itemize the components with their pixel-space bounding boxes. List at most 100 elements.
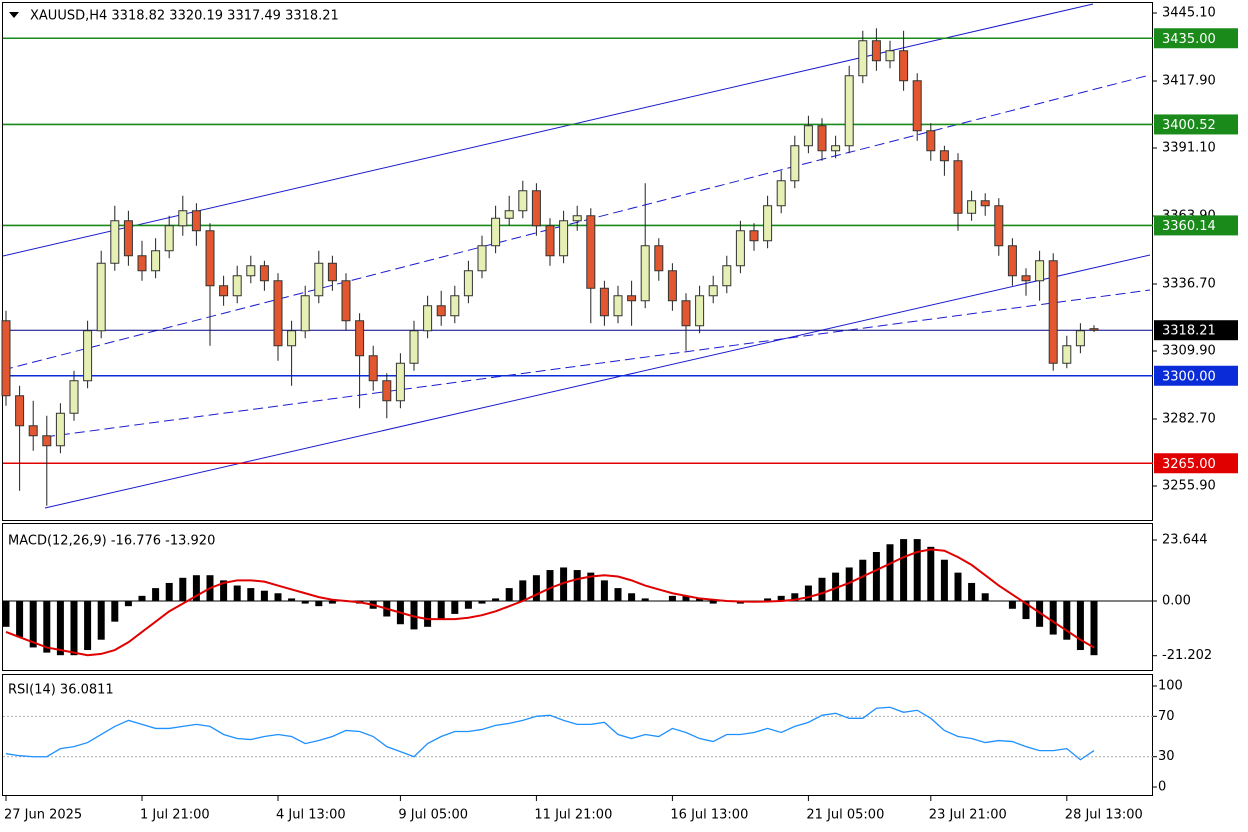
macd-bar: [1090, 601, 1098, 656]
candle-body: [695, 295, 705, 327]
macd-bar: [315, 601, 323, 607]
macd-bar: [464, 601, 472, 609]
candle-body: [436, 305, 446, 317]
candle-body: [219, 285, 229, 297]
candle-body: [232, 275, 242, 297]
candle-body: [926, 130, 936, 152]
candle-body: [722, 265, 732, 287]
macd-bar: [872, 551, 880, 602]
candle-body: [504, 210, 514, 219]
macd-bar: [1036, 601, 1044, 627]
macd-bar: [179, 577, 187, 602]
candle-body: [735, 230, 745, 267]
channel-mid-lower: [44, 289, 1151, 438]
candle-body: [382, 380, 392, 402]
x-tick-label: 21 Jul 05:00: [806, 808, 884, 823]
candle-body: [518, 190, 528, 212]
macd-bar: [43, 601, 51, 653]
y-tick-label: 100: [1158, 679, 1183, 694]
y-tick-label: 3282.70: [1162, 412, 1216, 427]
y-tick-label: 3417.90: [1162, 74, 1216, 89]
macd-bar: [492, 598, 500, 602]
macd-bar: [532, 575, 540, 602]
candle-body: [708, 285, 718, 297]
level-label: 3300.00: [1162, 369, 1216, 384]
candle-body: [586, 215, 596, 289]
candle-body: [763, 205, 773, 242]
macd-bar: [859, 559, 867, 602]
candle-body: [355, 320, 365, 357]
candle-body: [1089, 328, 1099, 331]
macd-bar: [668, 595, 676, 602]
candle-body: [42, 435, 52, 447]
macd-bar: [628, 593, 636, 602]
x-tick-label: 23 Jul 21:00: [929, 808, 1007, 823]
candle-body: [817, 125, 827, 152]
macd-bar: [573, 570, 581, 602]
candle-body: [1021, 275, 1031, 282]
macd-bar: [124, 601, 132, 607]
candle-body: [790, 145, 800, 182]
macd-bar: [519, 580, 527, 602]
candle-body: [871, 40, 881, 62]
y-tick-label: 23.644: [1162, 533, 1208, 548]
macd-bar: [84, 601, 92, 651]
macd-bar: [913, 539, 921, 602]
candle-body: [572, 215, 582, 222]
y-tick-label: 3445.10: [1162, 6, 1216, 21]
macd-bar: [16, 601, 24, 638]
macd-bar: [1022, 601, 1030, 620]
macd-bar: [451, 601, 459, 614]
macd-bar: [600, 580, 608, 602]
candle-body: [545, 225, 555, 257]
macd-bar: [2, 601, 10, 627]
macd-bar: [614, 588, 622, 602]
level-label-bg: [1154, 365, 1238, 386]
macd-bar: [886, 544, 894, 602]
candle-body: [681, 300, 691, 327]
candle-body: [531, 190, 541, 227]
candle-body: [341, 280, 351, 322]
candle-body: [123, 220, 133, 257]
candle-body: [164, 225, 174, 252]
macd-bar: [328, 601, 336, 604]
candle-body: [246, 265, 256, 277]
macd-bar: [696, 598, 704, 602]
candle-body: [599, 287, 609, 317]
candle-body: [803, 125, 813, 147]
y-tick-label: -21.202: [1162, 648, 1212, 663]
candle-body: [55, 412, 65, 447]
macd-bar: [832, 572, 840, 602]
candle-body: [994, 205, 1004, 247]
chart-title: XAUUSD,H4 3318.82 3320.19 3317.49 3318.2…: [30, 9, 339, 24]
candle-body: [151, 250, 161, 272]
candle-body: [1, 320, 11, 397]
candle-body: [749, 230, 759, 242]
macd-bar: [274, 593, 282, 602]
y-tick-label: 0: [1158, 780, 1166, 795]
candle-body: [477, 245, 487, 272]
level-label-bg: [1154, 453, 1238, 474]
macd-bar: [1063, 601, 1071, 640]
level-label: 3265.00: [1162, 457, 1216, 472]
level-label-bg: [1154, 320, 1238, 341]
macd-bar: [682, 595, 690, 602]
macd-bar: [954, 572, 962, 602]
macd-bar: [233, 585, 241, 602]
candle-body: [69, 380, 79, 414]
macd-bar: [546, 570, 554, 602]
candle-body: [395, 362, 405, 402]
macd-bar: [288, 598, 296, 602]
macd-bar: [900, 539, 908, 602]
macd-bar: [1076, 601, 1084, 651]
x-tick-label: 16 Jul 13:00: [670, 808, 748, 823]
candle-body: [1048, 260, 1058, 364]
level-label: 3360.14: [1162, 219, 1216, 234]
candle-body: [776, 180, 786, 207]
macd-bar: [111, 601, 119, 622]
candle-body: [409, 330, 419, 364]
macd-bar: [247, 588, 255, 602]
macd-bar: [410, 601, 418, 630]
candle-body: [205, 230, 215, 287]
